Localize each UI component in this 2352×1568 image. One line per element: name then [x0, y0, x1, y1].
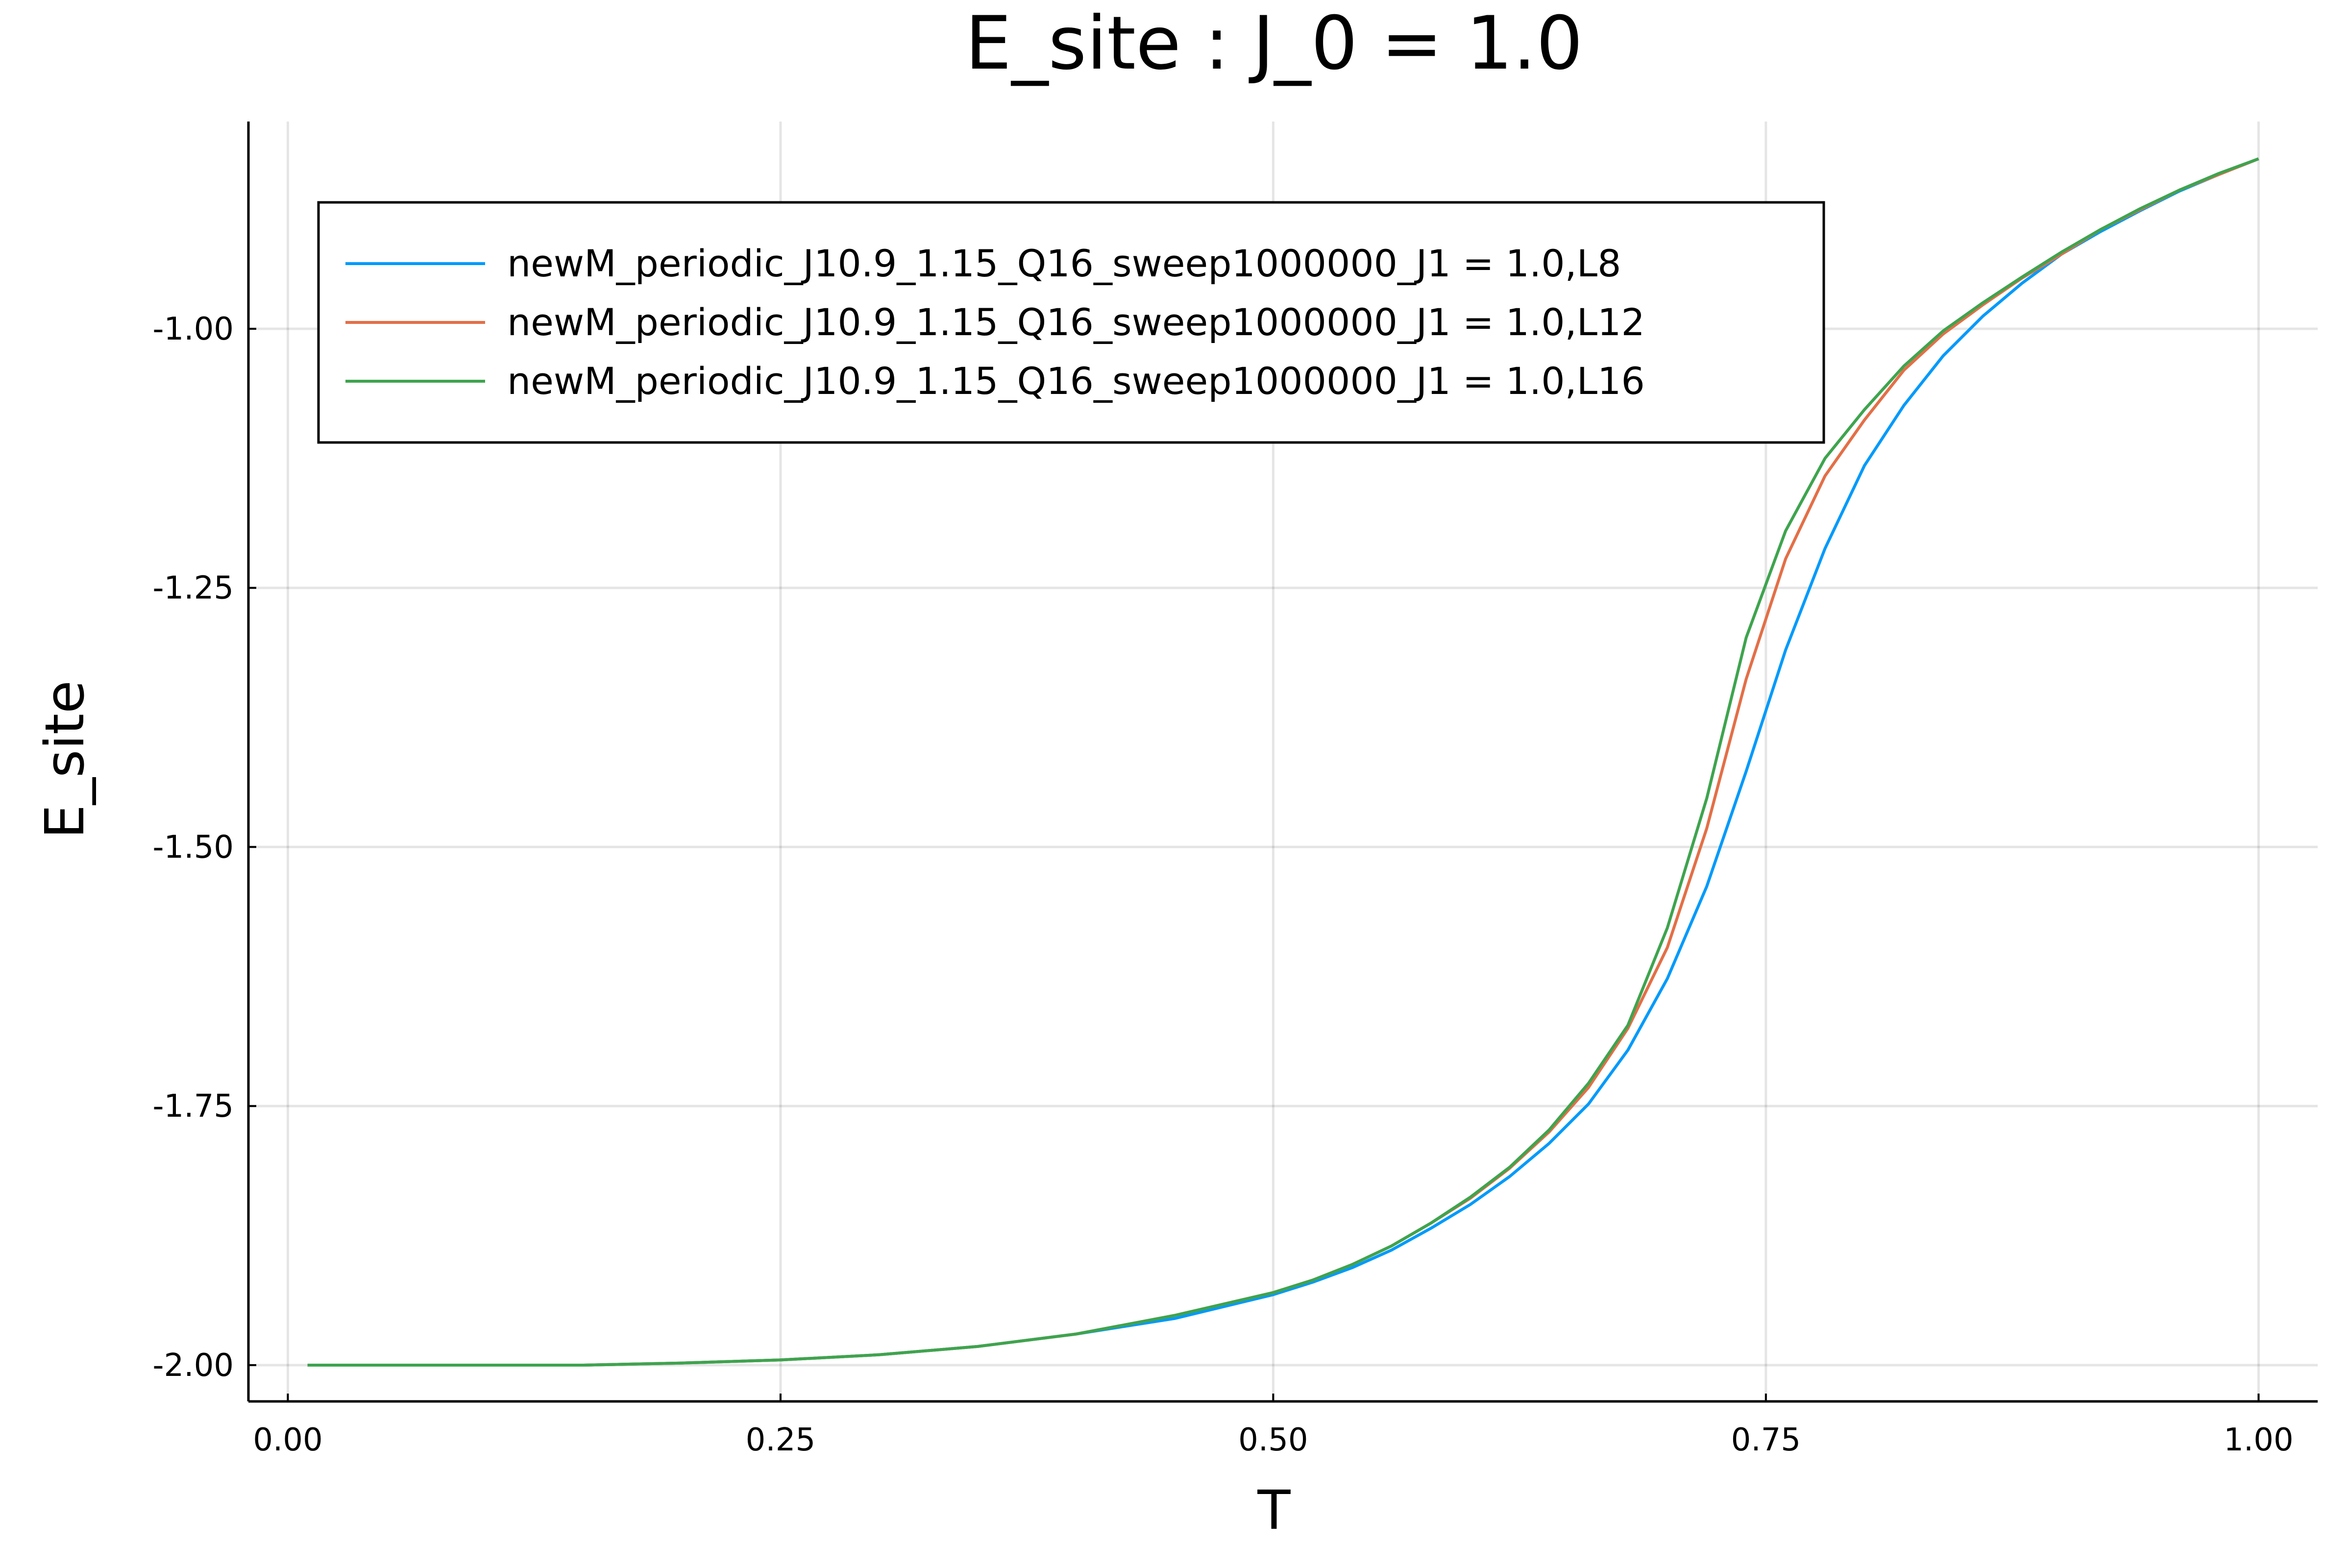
legend-label-1: newM_periodic_J10.9_1.15_Q16_sweep100000… — [507, 242, 1621, 285]
legend: newM_periodic_J10.9_1.15_Q16_sweep100000… — [317, 201, 1825, 444]
chart-title: E_site : J_0 = 1.0 — [965, 1, 1583, 86]
y-axis-title: E_site — [33, 680, 96, 838]
y-tick-label: -2.00 — [152, 1348, 234, 1384]
legend-label-3: newM_periodic_J10.9_1.15_Q16_sweep100000… — [507, 359, 1645, 403]
x-axis-title: T — [1257, 1479, 1291, 1542]
y-tick-label: -1.00 — [152, 311, 234, 347]
legend-label-2: newM_periodic_J10.9_1.15_Q16_sweep100000… — [507, 300, 1645, 344]
x-tick-label: 0.25 — [746, 1422, 816, 1458]
series-lines — [307, 157, 2259, 1367]
x-tick-label: 1.00 — [2224, 1422, 2294, 1458]
x-tick-label: 0.50 — [1238, 1422, 1308, 1458]
x-tick-label: 0.00 — [253, 1422, 323, 1458]
y-axis-ticks: -2.00 -1.75 -1.50 -1.25 -1.00 — [152, 311, 256, 1384]
series-line-3 — [307, 157, 2259, 1367]
x-tick-label: 0.75 — [1731, 1422, 1801, 1458]
legend-box — [317, 201, 1825, 444]
y-tick-label: -1.50 — [152, 829, 234, 865]
y-tick-label: -1.75 — [152, 1088, 234, 1125]
axes — [247, 122, 2318, 1403]
y-tick-label: -1.25 — [152, 570, 234, 607]
x-axis-ticks: 0.00 0.25 0.50 0.75 1.00 — [253, 1394, 2294, 1458]
